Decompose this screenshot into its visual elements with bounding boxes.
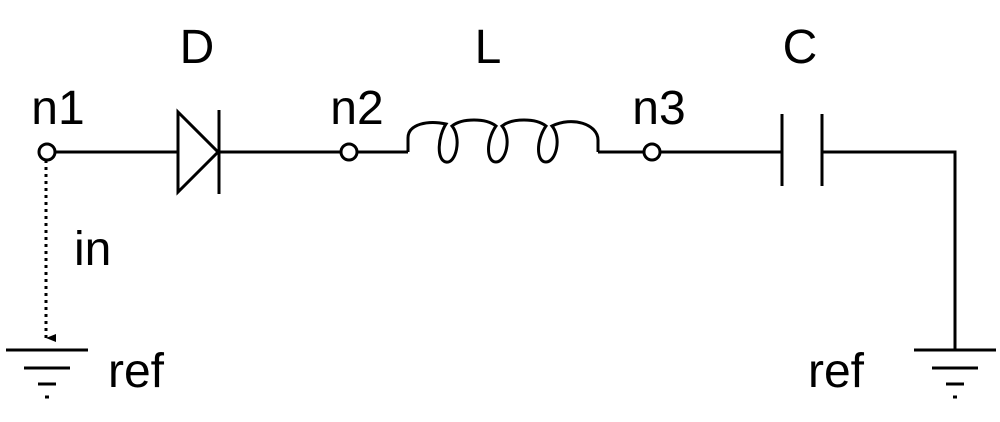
current-label: in (74, 223, 111, 276)
capacitor-label: C (783, 21, 818, 74)
ground-right-label: ref (808, 345, 865, 398)
ground-left-label: ref (108, 345, 165, 398)
node-n3-label: n3 (632, 82, 685, 135)
node-n2-label: n2 (330, 82, 383, 135)
wire-capacitor-ground (822, 150, 957, 350)
node-n3 (642, 142, 662, 162)
inductor-symbol (406, 118, 600, 164)
node-n2 (339, 142, 359, 162)
capacitor-symbol (780, 114, 824, 186)
inductor-label: L (475, 21, 502, 74)
node-n1-label: n1 (31, 82, 84, 135)
diode-label: D (180, 21, 215, 74)
ground-right-symbol (914, 348, 996, 399)
ground-left-symbol (6, 348, 88, 399)
node-n1 (37, 142, 57, 162)
diode-symbol (176, 108, 221, 196)
diode-triangle (176, 108, 221, 196)
